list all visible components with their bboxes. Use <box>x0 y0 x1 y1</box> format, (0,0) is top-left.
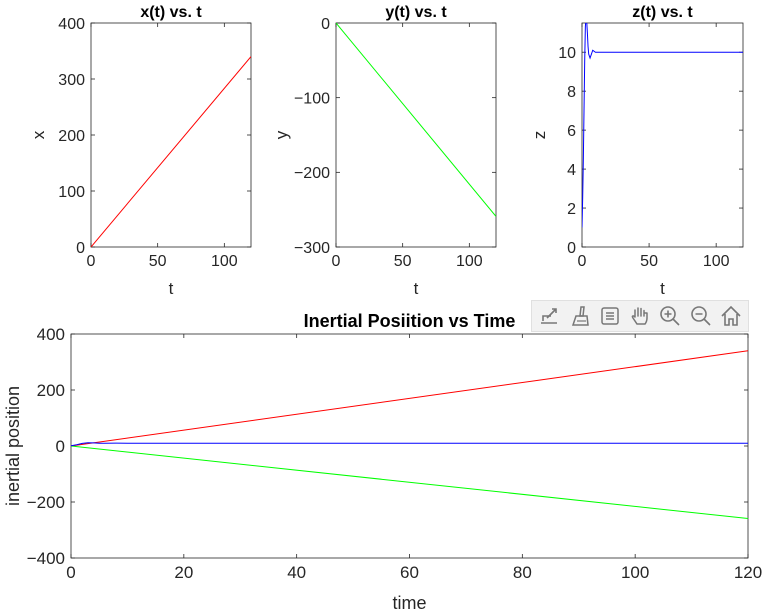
series-line-3-0 <box>71 350 748 447</box>
y-axis-label: inertial position <box>3 386 23 506</box>
zoom-out-icon[interactable] <box>687 302 715 330</box>
x-tick-label: 50 <box>640 253 658 270</box>
series-line-2-0 <box>582 23 743 228</box>
x-tick-label: 100 <box>456 253 483 270</box>
x-tick-label: 0 <box>87 253 96 270</box>
datatips-icon[interactable] <box>596 302 624 330</box>
y-tick-label: 0 <box>567 240 576 257</box>
y-tick-label: 0 <box>76 240 85 257</box>
x-tick-label: 40 <box>287 563 306 582</box>
chart-title: y(t) vs. t <box>385 4 447 21</box>
y-tick-label: 2 <box>567 201 576 218</box>
chart-title: Inertial Posiition vs Time <box>304 311 516 331</box>
y-tick-label: −300 <box>294 240 330 257</box>
pan-hand-icon[interactable] <box>626 302 654 330</box>
y-tick-label: 400 <box>37 325 65 344</box>
y-tick-label: 200 <box>37 381 65 400</box>
chart-title: x(t) vs. t <box>140 4 202 21</box>
series-line-1-0 <box>336 23 496 217</box>
y-tick-label: 6 <box>567 123 576 140</box>
axes-toolbar <box>531 300 749 332</box>
x-tick-label: 50 <box>394 253 412 270</box>
x-tick-label: 100 <box>621 563 649 582</box>
y-tick-label: −200 <box>294 165 330 182</box>
y-tick-label: 200 <box>58 128 85 145</box>
x-tick-label: 100 <box>703 253 730 270</box>
zoom-in-icon[interactable] <box>656 302 684 330</box>
x-axis-label: time <box>392 593 426 613</box>
brush-icon[interactable] <box>565 302 593 330</box>
y-tick-label: 300 <box>58 72 85 89</box>
x-tick-label: 80 <box>513 563 532 582</box>
x-axis-label: t <box>414 279 419 298</box>
y-axis-label: z <box>530 131 549 140</box>
y-tick-label: −100 <box>294 90 330 107</box>
x-tick-label: 0 <box>332 253 341 270</box>
axes-box-0 <box>90 22 252 248</box>
axes-box-3 <box>70 333 749 559</box>
chart-title: z(t) vs. t <box>632 4 693 21</box>
y-tick-label: 100 <box>58 184 85 201</box>
y-tick-label: −200 <box>27 493 65 512</box>
y-tick-label: 0 <box>321 16 330 33</box>
x-tick-label: 0 <box>578 253 587 270</box>
x-tick-label: 50 <box>149 253 167 270</box>
x-axis-label: t <box>169 279 174 298</box>
series-line-3-1 <box>71 445 748 520</box>
x-tick-label: 0 <box>66 563 75 582</box>
series-line-3-2 <box>71 442 748 447</box>
axes-box-1 <box>335 22 497 248</box>
export-icon[interactable] <box>535 302 563 330</box>
y-axis-label: x <box>29 130 48 139</box>
x-axis-label: t <box>660 279 665 298</box>
y-tick-label: 0 <box>56 437 65 456</box>
y-tick-label: 400 <box>58 16 85 33</box>
y-tick-label: 8 <box>567 84 576 101</box>
series-line-0-0 <box>91 56 251 247</box>
x-tick-label: 20 <box>174 563 193 582</box>
axes-box-2 <box>581 22 744 248</box>
y-axis-label: y <box>272 130 291 139</box>
y-tick-label: 4 <box>567 162 576 179</box>
x-tick-label: 60 <box>400 563 419 582</box>
x-tick-label: 120 <box>734 563 762 582</box>
home-icon[interactable] <box>717 302 745 330</box>
x-tick-label: 100 <box>211 253 238 270</box>
y-tick-label: −400 <box>27 549 65 568</box>
y-tick-label: 10 <box>558 45 576 62</box>
